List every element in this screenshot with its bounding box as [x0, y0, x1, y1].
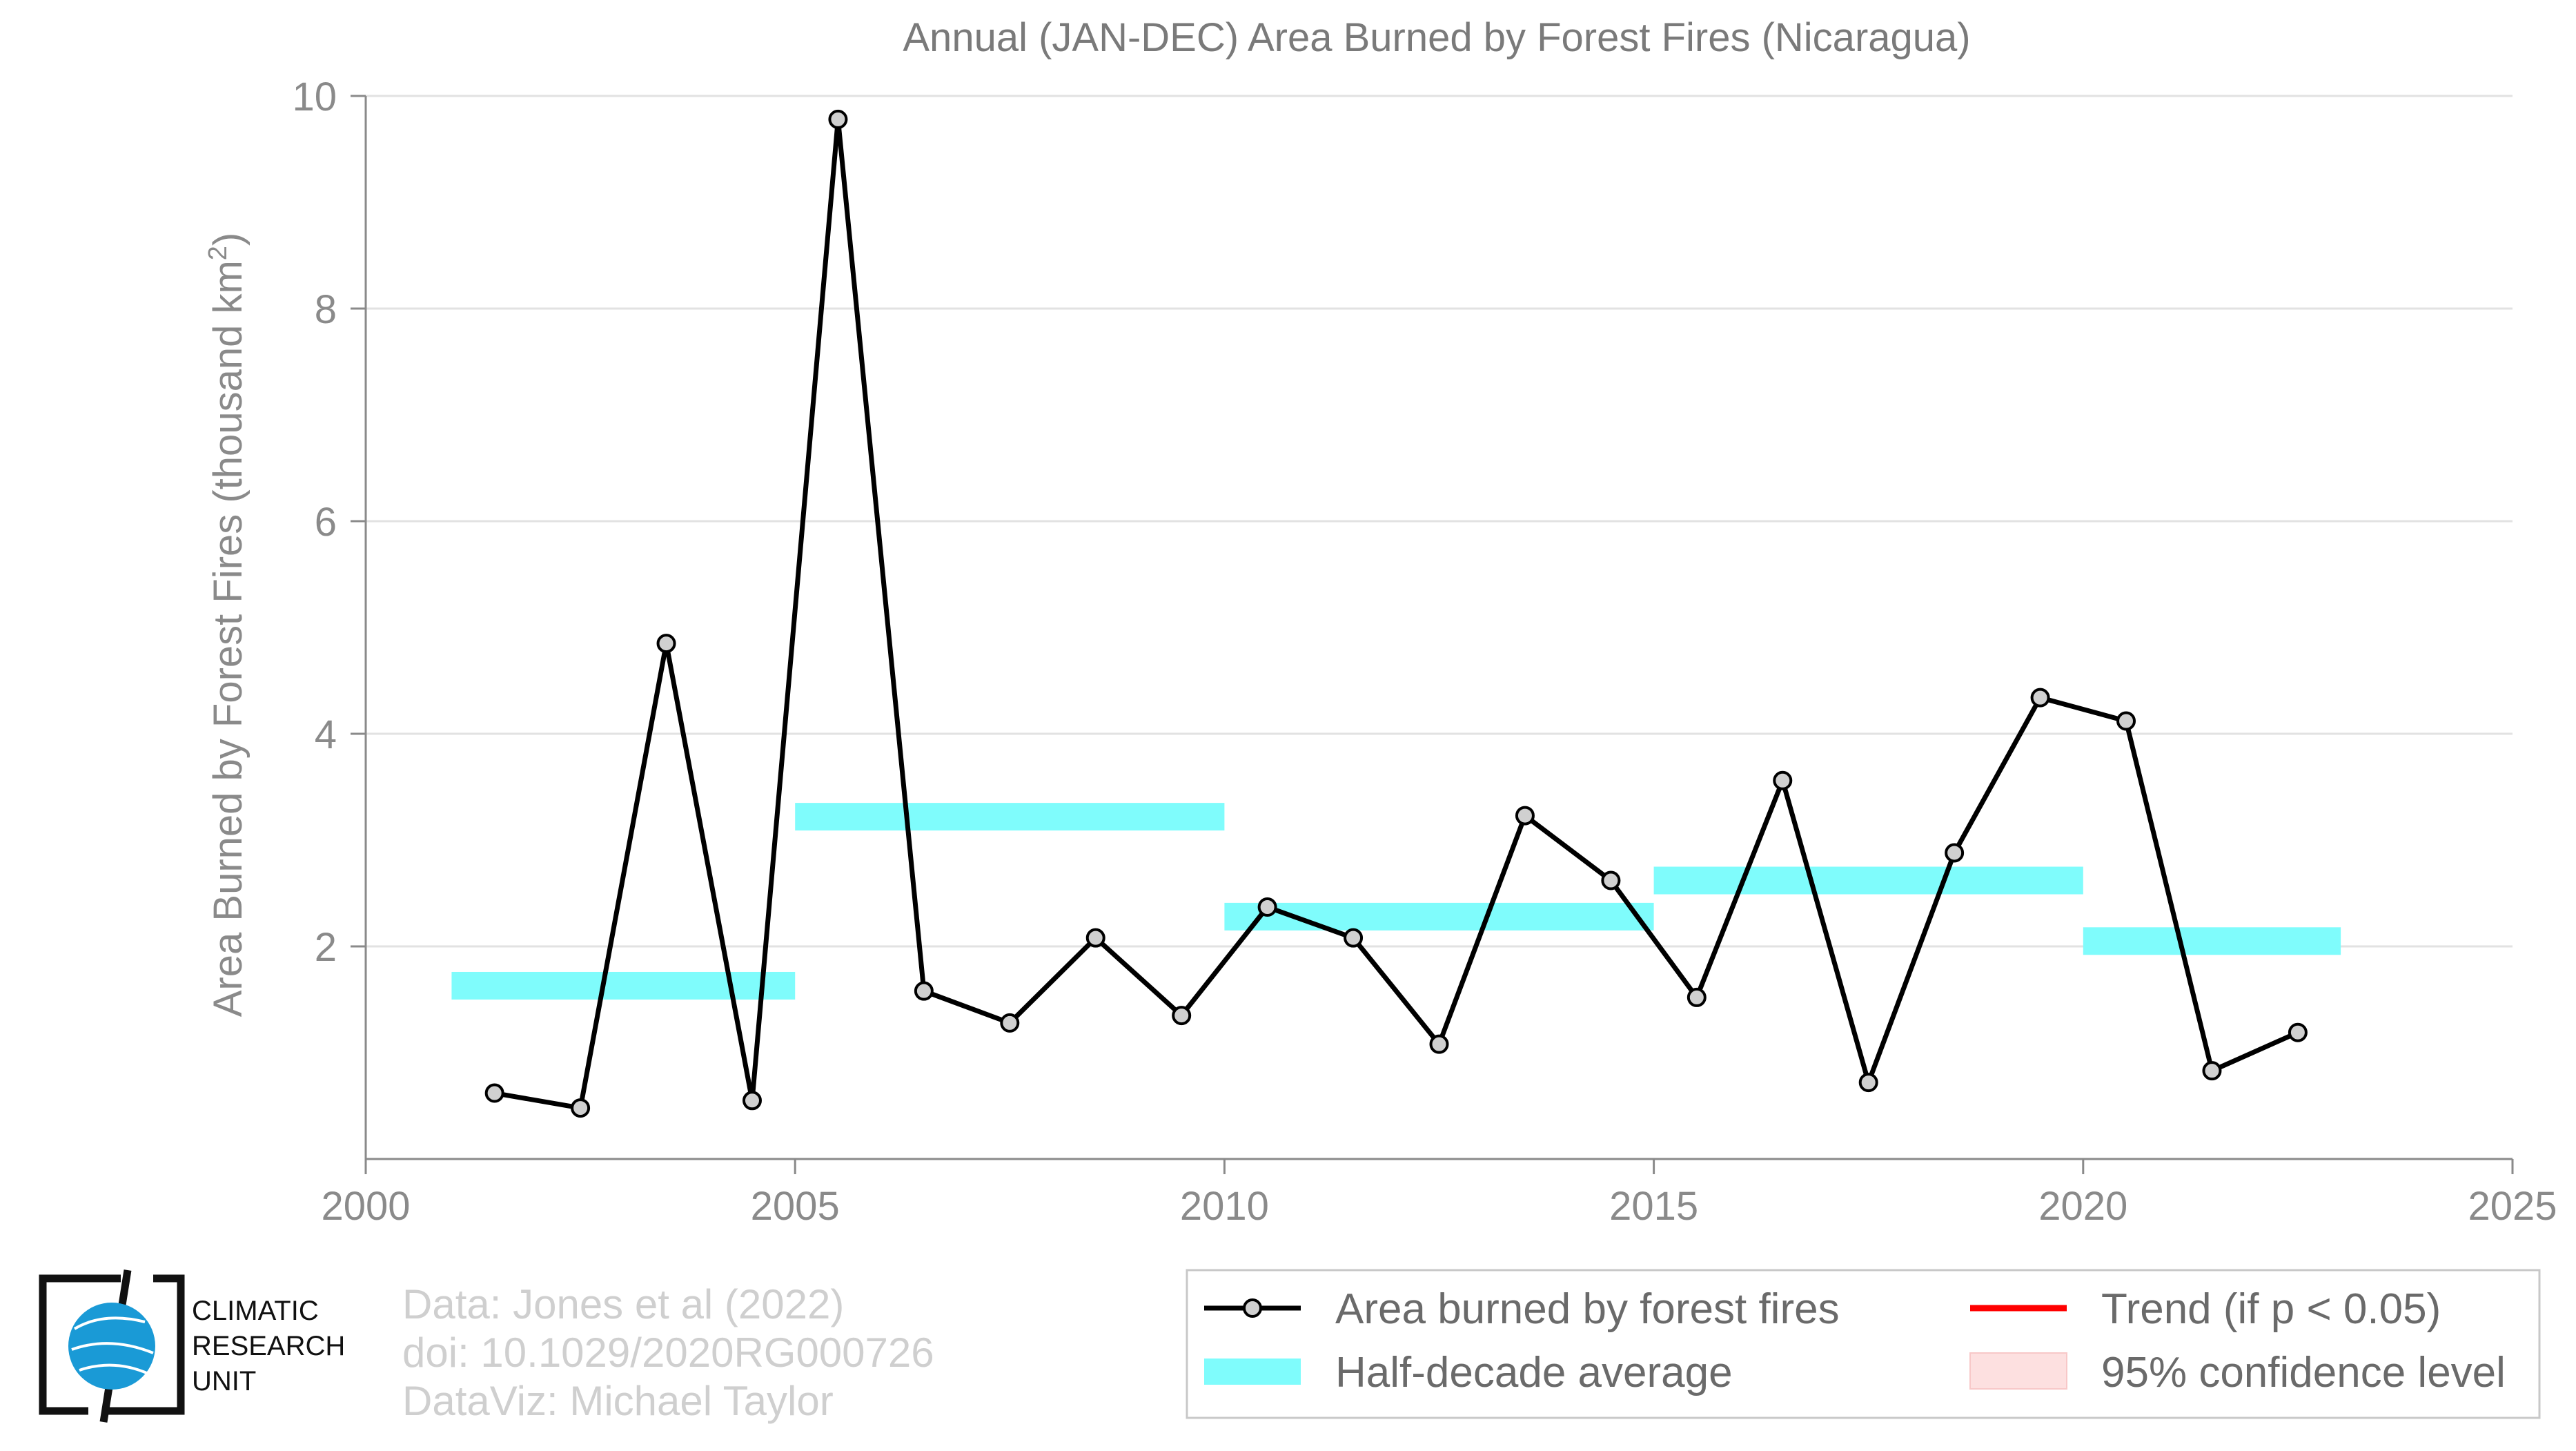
credits: Data: Jones et al (2022) doi: 10.1029/20…: [402, 1281, 934, 1424]
y-ticks: 2 4 6 8 10: [292, 75, 366, 970]
logo-text-line2: RESEARCH: [192, 1331, 345, 1361]
chart-title: Annual (JAN-DEC) Area Burned by Forest F…: [903, 15, 1970, 60]
series-line-0: [494, 117, 2299, 1111]
axes: [364, 96, 2513, 1160]
y-tick-label-3: 8: [315, 287, 337, 332]
data-point-18: [2030, 688, 2050, 708]
data-point-2: [656, 634, 676, 654]
data-point-1: [571, 1098, 591, 1118]
legend-half-decade-swatch-icon: [1204, 1359, 1301, 1385]
legend-label-series: Area burned by forest fires: [1335, 1285, 1840, 1333]
data-point-17: [1945, 843, 1965, 863]
series-area-burned: [484, 109, 2308, 1118]
credit-data: Data: Jones et al (2022): [402, 1281, 844, 1327]
y-axis-label-end: ): [206, 233, 250, 246]
legend-label-trend: Trend (if p < 0.05): [2101, 1285, 2441, 1333]
data-point-9: [1257, 897, 1277, 917]
half-decade-bands: [451, 803, 2341, 1000]
data-point-21: [2288, 1022, 2308, 1042]
data-point-6: [1000, 1013, 1020, 1033]
data-point-10: [1344, 928, 1364, 948]
cru-logo: CLIMATIC RESEARCH UNIT: [39, 1269, 345, 1423]
y-tick-label-2: 6: [315, 500, 337, 545]
globe-swirl-icon: [71, 1316, 154, 1375]
data-point-15: [1773, 770, 1793, 790]
data-point-11: [1429, 1034, 1449, 1054]
y-tick-label-1: 4: [315, 712, 337, 757]
legend-series-marker-icon: [1243, 1298, 1262, 1318]
data-point-20: [2202, 1061, 2222, 1081]
logo-text-line1: CLIMATIC: [192, 1296, 319, 1326]
legend: Area burned by forest fires Trend (if p …: [1186, 1269, 2541, 1419]
legend-confidence-swatch-icon: [1969, 1352, 2067, 1390]
y-axis-label: Area Burned by Forest Fires (thousand km…: [204, 233, 250, 1017]
credit-doi: doi: 10.1029/2020RG000726: [402, 1330, 934, 1376]
credit-dataviz: DataViz: Michael Taylor: [402, 1378, 834, 1424]
x-tick-label-4: 2020: [2038, 1184, 2127, 1229]
half-decade-band-1: [795, 803, 1225, 831]
data-point-13: [1601, 870, 1621, 890]
data-point-0: [484, 1083, 504, 1103]
logo-text-line3: UNIT: [192, 1366, 256, 1396]
data-point-5: [914, 981, 934, 1001]
half-decade-band-3: [1653, 866, 2083, 895]
y-tick-label-4: 10: [292, 75, 337, 119]
data-point-14: [1687, 987, 1707, 1007]
half-decade-band-0: [451, 971, 796, 1000]
data-point-4: [828, 109, 848, 129]
y-axis-label-sup: 2: [204, 246, 233, 260]
legend-label-half-decade: Half-decade average: [1335, 1349, 1733, 1396]
y-axis-label-main: Area Burned by Forest Fires (thousand km: [206, 260, 250, 1017]
legend-box: [1186, 1269, 2541, 1419]
x-tick-label-5: 2025: [2468, 1184, 2557, 1229]
data-point-7: [1085, 928, 1105, 948]
data-point-8: [1172, 1006, 1192, 1026]
gridlines: [366, 95, 2513, 948]
data-point-3: [742, 1091, 762, 1111]
data-point-19: [2116, 711, 2136, 731]
x-tick-label-1: 2005: [751, 1184, 840, 1229]
x-tick-label-0: 2000: [321, 1184, 410, 1229]
y-tick-label-0: 2: [315, 925, 337, 970]
x-tick-label-3: 2015: [1609, 1184, 1698, 1229]
legend-label-confidence: 95% confidence level: [2101, 1349, 2506, 1396]
data-point-16: [1858, 1073, 1878, 1093]
data-point-12: [1515, 806, 1535, 826]
half-decade-band-4: [2083, 927, 2341, 955]
x-ticks: 2000 2005 2010 2015 2020 2025: [321, 1159, 2557, 1229]
x-tick-label-2: 2010: [1180, 1184, 1269, 1229]
